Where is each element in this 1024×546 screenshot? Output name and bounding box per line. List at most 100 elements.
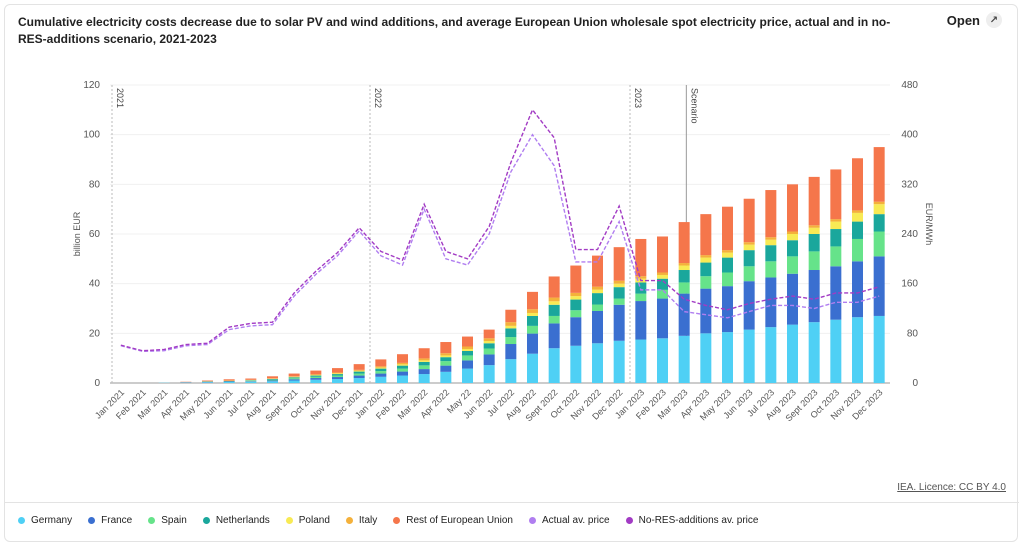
bar-segment xyxy=(570,317,582,346)
bar-segment xyxy=(635,238,647,277)
bar-segment xyxy=(418,358,430,361)
bar-segment xyxy=(548,297,560,302)
bar-segment xyxy=(375,376,387,383)
bar-segment xyxy=(635,282,647,294)
y-tick-label: 20 xyxy=(89,328,101,339)
bar-segment xyxy=(592,293,603,305)
bar-segment xyxy=(765,237,777,240)
bar-segment xyxy=(245,378,257,380)
bar-segment xyxy=(375,368,387,372)
bar-segment xyxy=(657,278,668,290)
bar-segment xyxy=(808,234,820,252)
bar-segment xyxy=(548,348,560,383)
bar-segment xyxy=(223,379,235,381)
bar-segment xyxy=(700,262,712,277)
bar-segment xyxy=(505,322,517,326)
year-annotation: 2023 xyxy=(633,88,643,108)
bar-segment xyxy=(592,304,603,311)
legend-item[interactable]: Spain xyxy=(148,515,187,526)
bar-segment xyxy=(353,369,365,371)
bar-segment xyxy=(613,247,625,281)
bar-segment xyxy=(332,374,343,376)
bar-segment xyxy=(743,250,755,267)
legend-dot-icon xyxy=(88,517,96,524)
bar-segment xyxy=(787,184,798,232)
bar-segment xyxy=(375,371,387,374)
legend-dot-icon xyxy=(345,517,353,524)
bar-segment xyxy=(375,359,387,367)
bar-segment xyxy=(202,380,213,382)
bar-segment xyxy=(548,323,560,349)
bar-segment xyxy=(852,210,863,213)
bar-segment xyxy=(527,353,538,383)
bar-segment xyxy=(722,206,733,251)
bar-segment xyxy=(505,359,517,383)
bar-segment xyxy=(527,309,538,313)
legend-dot-icon xyxy=(528,517,536,524)
bar-segment xyxy=(440,371,452,383)
legend-item[interactable]: No-RES-additions av. price xyxy=(625,515,759,526)
bar-segment xyxy=(548,315,560,324)
bar-segment xyxy=(613,287,625,299)
open-button[interactable]: Open ↗ xyxy=(947,12,1002,28)
bar-segment xyxy=(657,274,668,279)
bar-segment xyxy=(267,379,278,381)
legend-item[interactable]: Actual av. price xyxy=(528,515,610,526)
bar-segment xyxy=(462,348,473,351)
year-annotation: 2021 xyxy=(115,88,125,108)
bar-segment xyxy=(288,380,300,383)
bar-segment xyxy=(288,373,300,377)
bar-segment xyxy=(635,276,647,279)
bar-segment xyxy=(310,374,322,376)
bar-segment xyxy=(397,371,408,376)
bar-segment xyxy=(440,342,452,354)
legend-item[interactable]: Poland xyxy=(285,515,330,526)
bar-segment xyxy=(548,301,560,305)
bar-segment xyxy=(722,250,733,253)
bar-segment xyxy=(592,343,603,383)
price-line xyxy=(120,108,880,352)
legend-item[interactable]: Italy xyxy=(345,515,377,526)
bar-segment xyxy=(462,346,473,349)
bar-segment xyxy=(570,292,582,297)
legend-dot-icon xyxy=(285,517,293,524)
bar-segment xyxy=(678,265,690,271)
bar-segment xyxy=(397,368,408,372)
bar-segment xyxy=(353,378,365,383)
bar-segment xyxy=(310,375,322,377)
bar-segment xyxy=(332,375,343,378)
bar-segment xyxy=(765,261,777,278)
bar-segment xyxy=(353,370,365,372)
bar-segment xyxy=(635,293,647,302)
bar-segment xyxy=(657,289,668,299)
bar-segment xyxy=(483,354,495,366)
bar-segment xyxy=(700,257,712,263)
bar-segment xyxy=(440,357,452,362)
bar-segment xyxy=(678,293,690,336)
year-annotation: 2022 xyxy=(373,88,383,108)
bar-segment xyxy=(462,350,473,356)
bar-segment xyxy=(722,252,733,258)
price-line xyxy=(120,133,880,353)
legend-item[interactable]: France xyxy=(88,515,132,526)
legend-item[interactable]: Germany xyxy=(18,515,72,526)
bar-segment xyxy=(505,309,517,323)
bar-segment xyxy=(483,341,495,344)
licence-link[interactable]: IEA. Licence: CC BY 4.0 xyxy=(897,482,1006,493)
bar-segment xyxy=(375,366,387,368)
bar-segment xyxy=(505,328,517,338)
bar-segment xyxy=(787,240,798,257)
bar-segment xyxy=(808,270,820,323)
legend-item[interactable]: Rest of European Union xyxy=(393,515,513,526)
bar-segment xyxy=(743,244,755,251)
bar-segment xyxy=(332,379,343,383)
bar-segment xyxy=(613,340,625,383)
bar-segment xyxy=(462,368,473,383)
bar-segment xyxy=(808,225,820,228)
bar-segment xyxy=(873,214,885,232)
legend-item[interactable]: Netherlands xyxy=(202,515,270,526)
legend-label: No-RES-additions av. price xyxy=(638,515,759,526)
legend-label: Spain xyxy=(161,515,187,526)
bar-segment xyxy=(353,364,365,370)
bar-segment xyxy=(418,360,430,362)
